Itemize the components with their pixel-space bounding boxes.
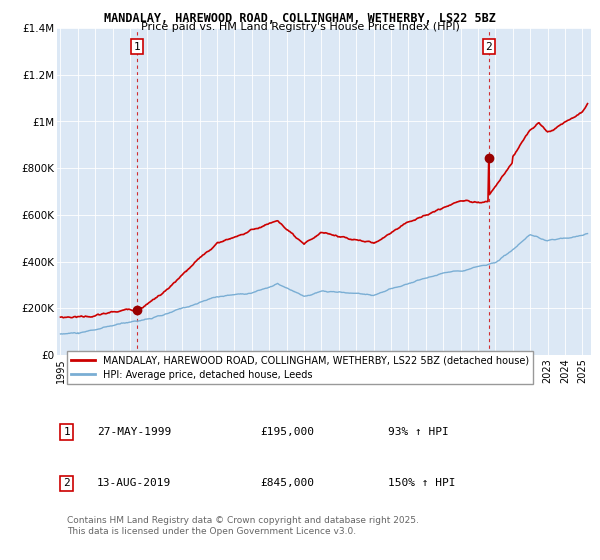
- Text: 1: 1: [133, 41, 140, 52]
- Text: 27-MAY-1999: 27-MAY-1999: [97, 427, 172, 437]
- Text: MANDALAY, HAREWOOD ROAD, COLLINGHAM, WETHERBY, LS22 5BZ: MANDALAY, HAREWOOD ROAD, COLLINGHAM, WET…: [104, 12, 496, 25]
- Text: £195,000: £195,000: [260, 427, 314, 437]
- Text: 1: 1: [63, 427, 70, 437]
- Text: 150% ↑ HPI: 150% ↑ HPI: [388, 478, 455, 488]
- Legend: MANDALAY, HAREWOOD ROAD, COLLINGHAM, WETHERBY, LS22 5BZ (detached house), HPI: A: MANDALAY, HAREWOOD ROAD, COLLINGHAM, WET…: [67, 351, 533, 384]
- Text: Price paid vs. HM Land Registry's House Price Index (HPI): Price paid vs. HM Land Registry's House …: [140, 22, 460, 32]
- Text: 13-AUG-2019: 13-AUG-2019: [97, 478, 172, 488]
- Text: 93% ↑ HPI: 93% ↑ HPI: [388, 427, 449, 437]
- Text: 2: 2: [63, 478, 70, 488]
- Text: Contains HM Land Registry data © Crown copyright and database right 2025.
This d: Contains HM Land Registry data © Crown c…: [67, 516, 418, 535]
- Text: 2: 2: [485, 41, 492, 52]
- Text: £845,000: £845,000: [260, 478, 314, 488]
